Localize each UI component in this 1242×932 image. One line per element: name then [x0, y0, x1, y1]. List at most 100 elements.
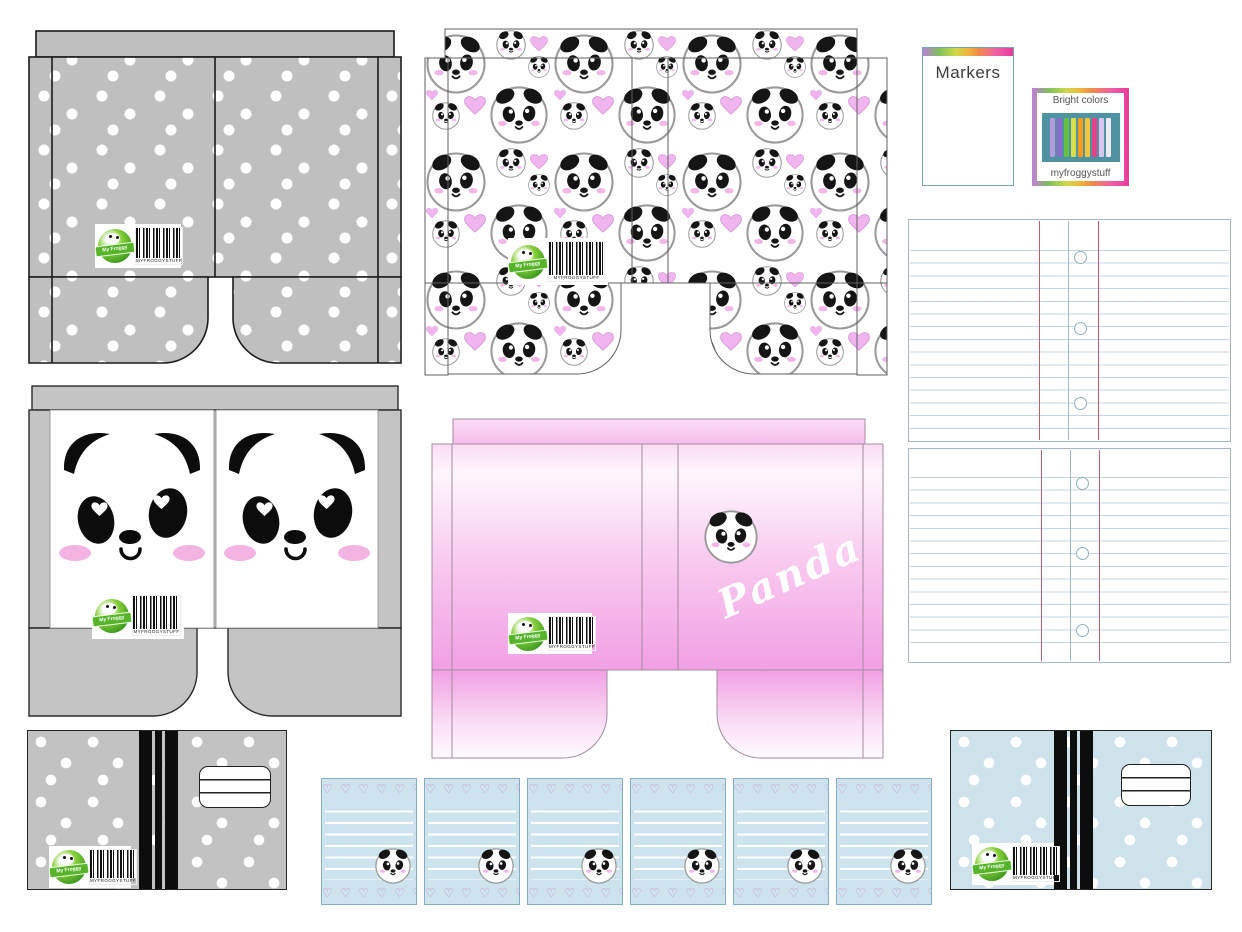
myfroggystuff-label-content: My Froggy Stuff MYFROGGYSTUFF	[507, 238, 608, 285]
barcode-bars-icon	[136, 228, 182, 258]
brand-logo-banner: My Froggy Stuff	[507, 629, 549, 645]
marker-bar	[1078, 117, 1083, 157]
marker-pack-brand: myfroggystuff	[1050, 168, 1111, 179]
note-card: ♡ ♡ ♡ ♡ ♡ ♡ ♡ ♡ ♡ ♡ ♡ ♡	[321, 778, 417, 905]
brand-logo-banner: My Froggy Stuff	[91, 611, 133, 627]
note-card: ♡ ♡ ♡ ♡ ♡ ♡ ♡ ♡ ♡ ♡ ♡ ♡	[527, 778, 623, 905]
ruled-lines	[910, 250, 1229, 429]
myfroggystuff-label: My Froggy Stuff MYFROGGYSTUFF	[507, 613, 596, 654]
note-card: ♡ ♡ ♡ ♡ ♡ ♡ ♡ ♡ ♡ ♡ ♡ ♡	[836, 778, 932, 905]
binder-paper-1	[908, 219, 1231, 442]
hearts-row: ♡ ♡ ♡ ♡ ♡ ♡	[425, 886, 519, 900]
myfroggystuff-label: My Froggy Stuff MYFROGGYSTUFF	[48, 846, 137, 888]
folder-panda-face	[28, 385, 402, 717]
myfroggystuff-label: My Froggy Stuff MYFROGGYSTUFF	[91, 592, 184, 639]
punch-hole	[1076, 547, 1089, 560]
brand-logo-banner: My Froggy Stuff	[971, 859, 1013, 876]
margin-line	[1039, 221, 1040, 440]
hearts-row: ♡ ♡ ♡ ♡ ♡ ♡	[631, 782, 725, 796]
barcode-bars-icon	[1013, 847, 1059, 875]
notebook-name-label	[199, 766, 271, 808]
panda-face-icon	[787, 848, 823, 884]
hearts-row: ♡ ♡ ♡ ♡ ♡ ♡	[837, 886, 931, 900]
marker-bar	[1064, 117, 1069, 157]
hearts-row: ♡ ♡ ♡ ♡ ♡ ♡	[734, 886, 828, 900]
barcode-caption: MYFROGGYSTUFF	[133, 629, 180, 634]
brand-logo-icon: My Froggy Stuff	[507, 244, 549, 279]
note-card: ♡ ♡ ♡ ♡ ♡ ♡ ♡ ♡ ♡ ♡ ♡ ♡	[630, 778, 726, 905]
barcode-bars-icon	[133, 596, 180, 629]
myfroggystuff-label-content: My Froggy Stuff MYFROGGYSTUFF	[94, 224, 183, 268]
punch-hole	[1074, 397, 1087, 410]
barcode-caption: MYFROGGYSTUFF	[136, 258, 182, 263]
punch-hole	[1076, 624, 1089, 637]
barcode-bars-icon	[549, 617, 595, 644]
barcode-caption: MYFROGGYSTUFF	[549, 644, 595, 649]
barcode: MYFROGGYSTUFF	[548, 616, 596, 651]
hearts-row: ♡ ♡ ♡ ♡ ♡ ♡	[734, 782, 828, 796]
brand-logo-icon: My Froggy Stuff	[507, 616, 549, 651]
panda-face-icon	[375, 848, 411, 884]
panda-face-icon	[478, 848, 514, 884]
folder-gray-polka	[28, 30, 402, 364]
binder-paper-2	[908, 448, 1231, 663]
margin-line	[1099, 450, 1100, 661]
barcode: MYFROGGYSTUFF	[132, 595, 181, 636]
hearts-row: ♡ ♡ ♡ ♡ ♡ ♡	[425, 782, 519, 796]
marker-pack-title: Bright colors	[1052, 95, 1109, 106]
hearts-row: ♡ ♡ ♡ ♡ ♡ ♡	[528, 782, 622, 796]
folder-panda-pattern	[424, 28, 888, 376]
panda-face-icon	[684, 848, 720, 884]
hearts-row: ♡ ♡ ♡ ♡ ♡ ♡	[322, 886, 416, 900]
panda-badge-icon	[704, 508, 758, 564]
marker-pack-inner: Bright colors myfroggystuff	[1037, 93, 1124, 181]
barcode-caption: MYFROGGYSTUFF	[553, 275, 600, 280]
hearts-row: ♡ ♡ ♡ ♡ ♡ ♡	[837, 782, 931, 796]
note-card: ♡ ♡ ♡ ♡ ♡ ♡ ♡ ♡ ♡ ♡ ♡ ♡	[733, 778, 829, 905]
brand-logo-icon: My Froggy Stuff	[48, 850, 90, 884]
rainbow-strip	[923, 48, 1013, 56]
panda-face-icon	[581, 848, 617, 884]
marker-bar	[1092, 117, 1097, 157]
hearts-row: ♡ ♡ ♡ ♡ ♡ ♡	[631, 886, 725, 900]
notebook-spine	[1054, 731, 1093, 889]
note-card: ♡ ♡ ♡ ♡ ♡ ♡ ♡ ♡ ♡ ♡ ♡ ♡	[424, 778, 520, 905]
barcode-caption: MYFROGGYSTUFF	[90, 878, 136, 883]
notebook-name-label	[1121, 764, 1191, 806]
barcode: MYFROGGYSTUFF	[548, 241, 605, 282]
margin-line	[1098, 221, 1099, 440]
myfroggystuff-label: My Froggy Stuff MYFROGGYSTUFF	[971, 843, 1060, 885]
barcode-bars-icon	[90, 850, 136, 878]
brand-logo-icon: My Froggy Stuff	[94, 229, 136, 263]
punch-hole	[1074, 251, 1087, 264]
markers-box-label: Markers	[935, 63, 1001, 82]
barcode: MYFROGGYSTUFF	[1012, 846, 1060, 882]
marker-bar	[1050, 117, 1055, 157]
ruled-lines	[910, 477, 1229, 652]
sheet-edge-line	[1070, 450, 1071, 661]
brand-logo-banner: My Froggy Stuff	[48, 862, 90, 879]
myfroggystuff-label-content: My Froggy Stuff MYFROGGYSTUFF	[971, 843, 1060, 885]
marker-bar	[1099, 117, 1104, 157]
myfroggystuff-label-content: My Froggy Stuff MYFROGGYSTUFF	[48, 846, 137, 888]
brand-logo-icon: My Froggy Stuff	[91, 598, 133, 633]
sheet-edge-line	[1068, 221, 1069, 440]
myfroggystuff-label-content: My Froggy Stuff MYFROGGYSTUFF	[507, 613, 596, 654]
marker-bar	[1106, 117, 1111, 157]
markers-box: Markers	[922, 47, 1014, 186]
barcode-bars-icon	[549, 242, 604, 275]
myfroggystuff-label: My Froggy Stuff MYFROGGYSTUFF	[507, 238, 608, 285]
myfroggystuff-label-content: My Froggy Stuff MYFROGGYSTUFF	[91, 592, 184, 639]
punch-hole	[1074, 322, 1087, 335]
marker-bar	[1071, 117, 1076, 157]
marker-pack-image	[1041, 112, 1120, 162]
note-cards-row: ♡ ♡ ♡ ♡ ♡ ♡ ♡ ♡ ♡ ♡ ♡ ♡ ♡ ♡ ♡ ♡ ♡ ♡ ♡ ♡ …	[321, 778, 932, 905]
brand-logo-banner: My Froggy Stuff	[507, 257, 549, 273]
marker-bar	[1085, 117, 1090, 157]
brand-logo-icon: My Froggy Stuff	[971, 847, 1013, 881]
notebook-spine	[139, 731, 178, 889]
punch-hole	[1076, 477, 1089, 490]
hearts-row: ♡ ♡ ♡ ♡ ♡ ♡	[322, 782, 416, 796]
marker-pack: Bright colors myfroggystuff	[1032, 88, 1129, 186]
